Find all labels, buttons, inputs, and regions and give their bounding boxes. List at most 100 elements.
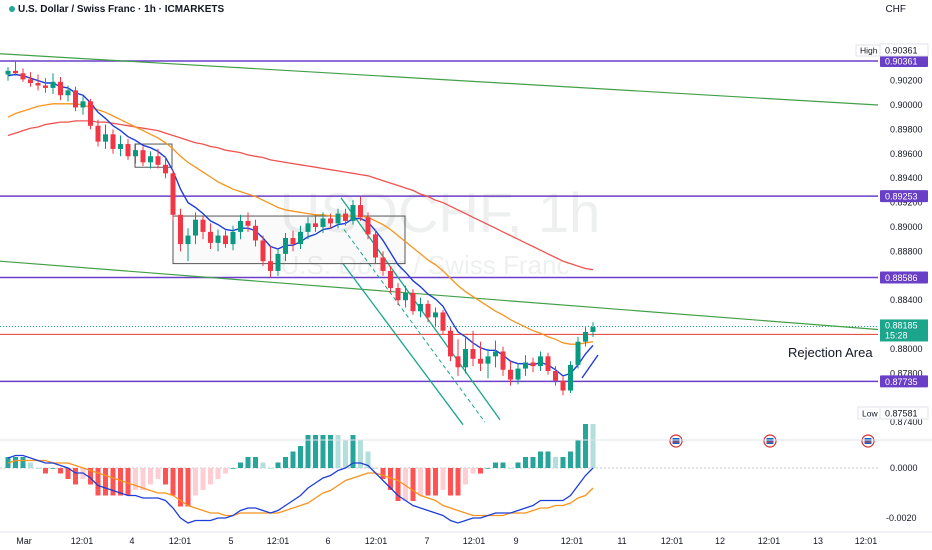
event-flag-icon[interactable] (861, 434, 875, 448)
time-tick-label: 12:01 (71, 536, 94, 546)
low-value-box (879, 406, 929, 420)
macd-histogram-bar (328, 435, 333, 468)
macd-histogram-bar (425, 468, 431, 496)
macd-histogram-bar (463, 468, 468, 485)
macd-histogram-bar (215, 468, 221, 479)
upper-trendline[interactable] (0, 53, 879, 106)
candle-body (463, 349, 468, 368)
macd-histogram-bar (358, 440, 363, 468)
level-tag-4-bg (880, 375, 928, 388)
candle-body (440, 312, 446, 331)
macd-histogram-bar (140, 468, 146, 490)
market-status-icon (9, 5, 15, 12)
rejection-area-label: Rejection Area (788, 345, 873, 360)
macd-histogram-bar (440, 468, 446, 490)
time-tick-label: 12:01 (463, 536, 486, 546)
macd-histogram-bar (58, 468, 63, 474)
candle-body (350, 205, 356, 221)
macd-histogram-bar (470, 468, 476, 474)
candle-body (493, 351, 498, 357)
candle-body (170, 173, 176, 215)
time-tick-label: 12:01 (267, 536, 290, 546)
projection-arrow[interactable] (581, 354, 599, 379)
price-axis[interactable]: 0.90200 0.90000 0.89800 0.89600 0.89400 0.892… (0, 43, 932, 533)
macd-histogram-bar (545, 451, 551, 468)
macd-histogram-bar (245, 457, 251, 468)
candle-body (380, 257, 386, 271)
lower-trendline[interactable] (0, 260, 879, 331)
macd-histogram-bar (65, 468, 71, 479)
macd-histogram-bar (485, 468, 491, 469)
macd-histogram-bar (343, 440, 348, 468)
channel-mid-line[interactable] (343, 229, 486, 423)
candle-body (335, 213, 341, 224)
level-tag-3[interactable]: 0.88586 (880, 271, 928, 284)
price-tick-label: 0.87800 (890, 368, 923, 378)
level-tag-4[interactable]: 0.87735 (880, 375, 928, 388)
candle-body (470, 349, 476, 359)
event-flag-icon[interactable] (669, 434, 683, 448)
candle-body (538, 356, 543, 367)
macd-histogram-bar (238, 462, 243, 468)
macd-histogram-bar (178, 468, 183, 507)
macd-histogram-bar (95, 468, 101, 496)
macd-histogram-bar (298, 446, 303, 468)
macd-histogram-bar (530, 457, 536, 468)
macd-histogram-bar (568, 451, 573, 468)
candle-body (500, 351, 506, 370)
level-tag-1[interactable]: 0.90361 (880, 54, 928, 67)
macd-histogram-bar (583, 424, 588, 468)
macd-histogram-bar (350, 435, 356, 468)
watermark-name: U.S. Dollar / Swiss Franc (281, 250, 570, 280)
candle-body (328, 218, 333, 224)
candle-body (245, 220, 251, 226)
currency-label: CHF (885, 4, 906, 15)
candle-body (110, 134, 116, 149)
annotations[interactable]: Rejection Area (581, 345, 875, 448)
time-axis[interactable]: Mar 12:01 4 12:01 5 12:01 6 12:01 7 12:01 9 12:01 11… (16, 536, 877, 546)
high-label: High 0.90361 (855, 43, 929, 57)
event-flag-icon[interactable] (763, 434, 777, 448)
macd-pane: 0.0000 -0.0020 (0, 424, 918, 524)
macd-histogram-bar (73, 468, 78, 485)
candle-body (20, 73, 26, 80)
last-price-countdown: 15:28 (885, 330, 908, 340)
macd-histogram-bar (170, 468, 176, 496)
time-tick-label: 9 (513, 536, 518, 546)
macd-histogram-bar (28, 462, 33, 468)
channel-lower-line[interactable] (342, 263, 464, 426)
watermark-symbol: USDCHF, 1h (280, 181, 601, 244)
macd-histogram-bar (35, 468, 41, 469)
macd-histogram-bar (185, 468, 191, 507)
price-tick-label: 0.90000 (890, 100, 923, 110)
candle-body (283, 238, 288, 254)
macd-histogram-bar (523, 457, 528, 468)
candle-body (230, 231, 236, 245)
candle-body (65, 90, 71, 96)
macd-histogram-bar (43, 468, 48, 474)
macd-histogram-bar (163, 468, 168, 485)
macd-histogram-bar (193, 468, 198, 496)
macd-histogram-bar (403, 468, 408, 501)
candle-body (418, 303, 423, 312)
ema-mid-line (7, 103, 594, 345)
candle-body (373, 234, 378, 258)
macd-histogram-bar (380, 468, 386, 479)
macd-histogram-bar (230, 468, 236, 469)
candle-body (395, 288, 401, 301)
price-tick-label: 0.89800 (890, 124, 923, 134)
level-tag-2[interactable]: 0.89253 (880, 190, 928, 203)
price-tick-label: 0.88400 (890, 295, 923, 305)
horizontal-levels[interactable] (0, 60, 878, 383)
candle-body (208, 231, 213, 243)
candle-body (88, 101, 93, 126)
candle-body (478, 358, 483, 364)
candlesticks (5, 61, 596, 396)
macd-histogram-bar (155, 468, 161, 479)
level-tag-1-bg (880, 54, 928, 67)
candle-body (568, 364, 573, 391)
macd-histogram-bar (200, 468, 206, 490)
candle-body (155, 156, 161, 165)
